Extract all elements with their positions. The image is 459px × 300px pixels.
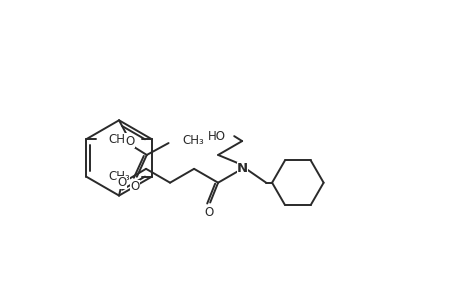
Text: N: N	[236, 162, 247, 175]
Text: O: O	[130, 180, 139, 193]
Text: HO: HO	[208, 130, 226, 142]
Text: CH₃: CH₃	[182, 134, 204, 147]
Text: CH₃: CH₃	[108, 170, 129, 183]
Text: CH₃: CH₃	[108, 133, 129, 146]
Text: CH₃: CH₃	[108, 133, 130, 146]
Text: O: O	[204, 206, 213, 219]
Text: O: O	[117, 176, 126, 189]
Text: O: O	[125, 135, 134, 148]
